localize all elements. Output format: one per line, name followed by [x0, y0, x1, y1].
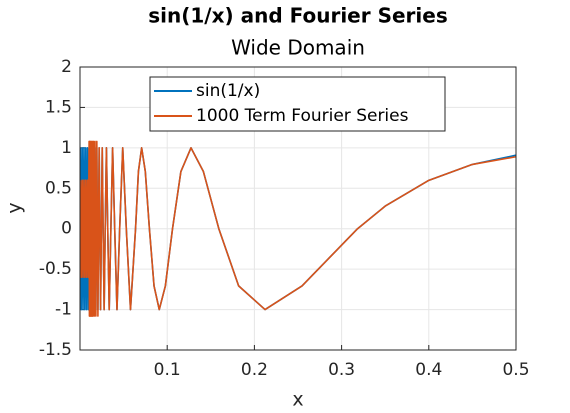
- legend-label: 1000 Term Fourier Series: [196, 106, 409, 126]
- x-tick-label: 0.1: [154, 360, 181, 380]
- y-tick-label: 2: [61, 57, 72, 77]
- y-tick-label: 0.5: [45, 178, 72, 198]
- legend-label: sin(1/x): [196, 81, 260, 101]
- legend-box: [149, 76, 446, 132]
- series-line: [80, 140, 516, 317]
- chart-title: sin(1/x) and Fourier Series: [148, 4, 447, 28]
- x-tick-label: 0.5: [502, 360, 529, 380]
- chart-subtitle: Wide Domain: [231, 36, 365, 60]
- y-axis-label: y: [4, 202, 26, 213]
- x-axis-label: x: [292, 389, 303, 411]
- y-tick-label: 1: [61, 138, 72, 158]
- x-tick-label: 0.4: [415, 360, 442, 380]
- y-tick-label: 0: [61, 219, 72, 239]
- y-tick-label: -0.5: [39, 259, 72, 279]
- legend: sin(1/x) 1000 Term Fourier Series: [149, 76, 446, 132]
- y-tick-label: -1: [55, 300, 72, 320]
- y-tick-label: -1.5: [39, 340, 72, 360]
- x-tick-label: 0.2: [241, 360, 268, 380]
- axes-box: [79, 66, 517, 351]
- x-tick-label: 0.3: [328, 360, 355, 380]
- y-tick-label: 1.5: [45, 97, 72, 117]
